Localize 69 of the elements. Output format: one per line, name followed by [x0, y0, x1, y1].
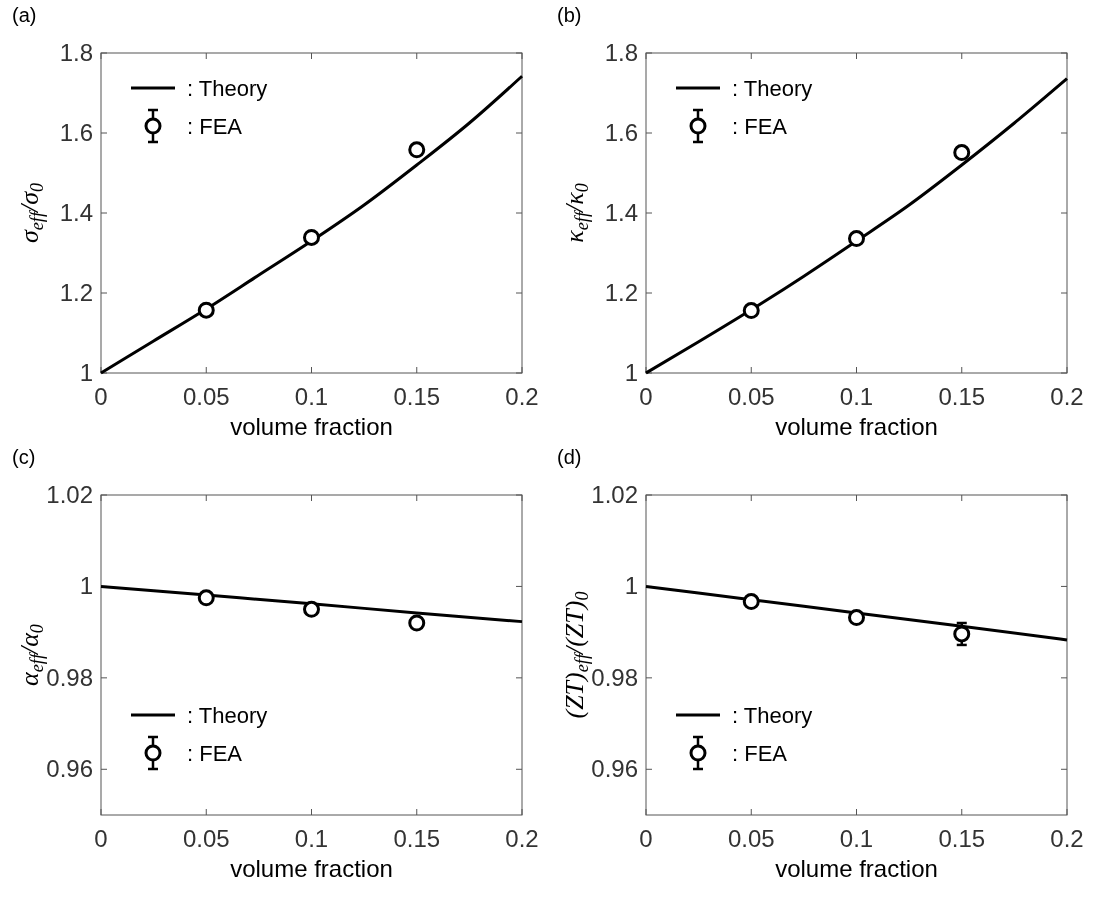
x-tick-label: 0 [94, 383, 108, 410]
y-tick-label: 1.02 [591, 481, 638, 508]
x-tick-label: 0.2 [1050, 825, 1084, 852]
point [953, 144, 971, 162]
y-tick-label: 1.4 [604, 199, 638, 226]
point [408, 614, 426, 632]
point [408, 141, 426, 159]
point [953, 625, 971, 643]
x-tick-label: 0.05 [182, 825, 230, 852]
y-tick-label: 0.96 [591, 755, 638, 783]
y-tick-label: 0.96 [46, 755, 93, 783]
point [742, 302, 760, 320]
point [742, 593, 760, 611]
chart-title: (c) [12, 446, 36, 468]
chart-title: (d) [557, 446, 582, 468]
point [197, 589, 215, 607]
y-tick-label: 1.6 [59, 119, 93, 146]
chart-title: (a) [12, 4, 37, 26]
y-tick-label: 1.8 [604, 39, 638, 66]
y-tick-label: 1 [79, 359, 93, 386]
legend-label: : FEA [187, 114, 243, 139]
x-tick-label: 0.2 [1050, 383, 1084, 410]
x-tick-label: 0 [94, 825, 108, 852]
legend-label: : Theory [732, 76, 813, 101]
point [303, 228, 320, 246]
x-axis-title: volume fraction [230, 413, 393, 440]
x-axis-title: volume fraction [775, 413, 938, 440]
chart-title: (b) [557, 4, 582, 26]
x-tick-label: 0.2 [505, 825, 539, 852]
y-tick-label: 1.02 [46, 481, 93, 508]
y-tick-label: 1.8 [59, 39, 93, 66]
x-axis-title: volume fraction [775, 855, 938, 882]
x-tick-label: 0.05 [727, 825, 775, 852]
y-tick-label: 1.2 [604, 279, 638, 306]
legend-label: : FEA [732, 741, 788, 766]
x-tick-label: 0.05 [727, 383, 775, 410]
x-axis-title: volume fraction [230, 855, 393, 882]
y-tick-label: 1.4 [59, 199, 93, 226]
x-tick-label: 0.1 [294, 825, 329, 852]
x-tick-label: 0.05 [182, 383, 230, 410]
x-tick-label: 0.15 [938, 383, 986, 410]
x-tick-label: 0 [639, 383, 653, 410]
y-tick-label: 1 [624, 572, 638, 600]
y-tick-label: 1.2 [59, 279, 93, 306]
x-tick-label: 0.1 [839, 383, 874, 410]
legend-label: : Theory [187, 703, 268, 728]
point [303, 600, 320, 618]
x-tick-label: 0.15 [393, 383, 441, 410]
x-tick-label: 0.15 [393, 825, 441, 852]
legend-label: : FEA [187, 741, 243, 766]
point [197, 301, 215, 319]
line-series [644, 584, 1069, 642]
x-tick-label: 0.1 [839, 825, 874, 852]
x-tick-label: 0.1 [294, 383, 329, 410]
x-tick-label: 0.2 [505, 383, 539, 410]
legend-label: : Theory [732, 703, 813, 728]
y-tick-label: 0.98 [46, 663, 93, 691]
line-series [99, 74, 524, 375]
y-tick-label: 1 [79, 572, 93, 600]
x-tick-label: 0.15 [938, 825, 986, 852]
x-tick-label: 0 [639, 825, 653, 852]
y-tick-label: 1 [624, 359, 638, 386]
legend-label: : Theory [187, 76, 268, 101]
y-tick-label: 1.6 [604, 119, 638, 146]
legend-label: : FEA [732, 114, 788, 139]
y-tick-label: 0.98 [591, 663, 638, 691]
line-series [644, 77, 1069, 375]
point [848, 230, 865, 248]
point [848, 609, 865, 627]
